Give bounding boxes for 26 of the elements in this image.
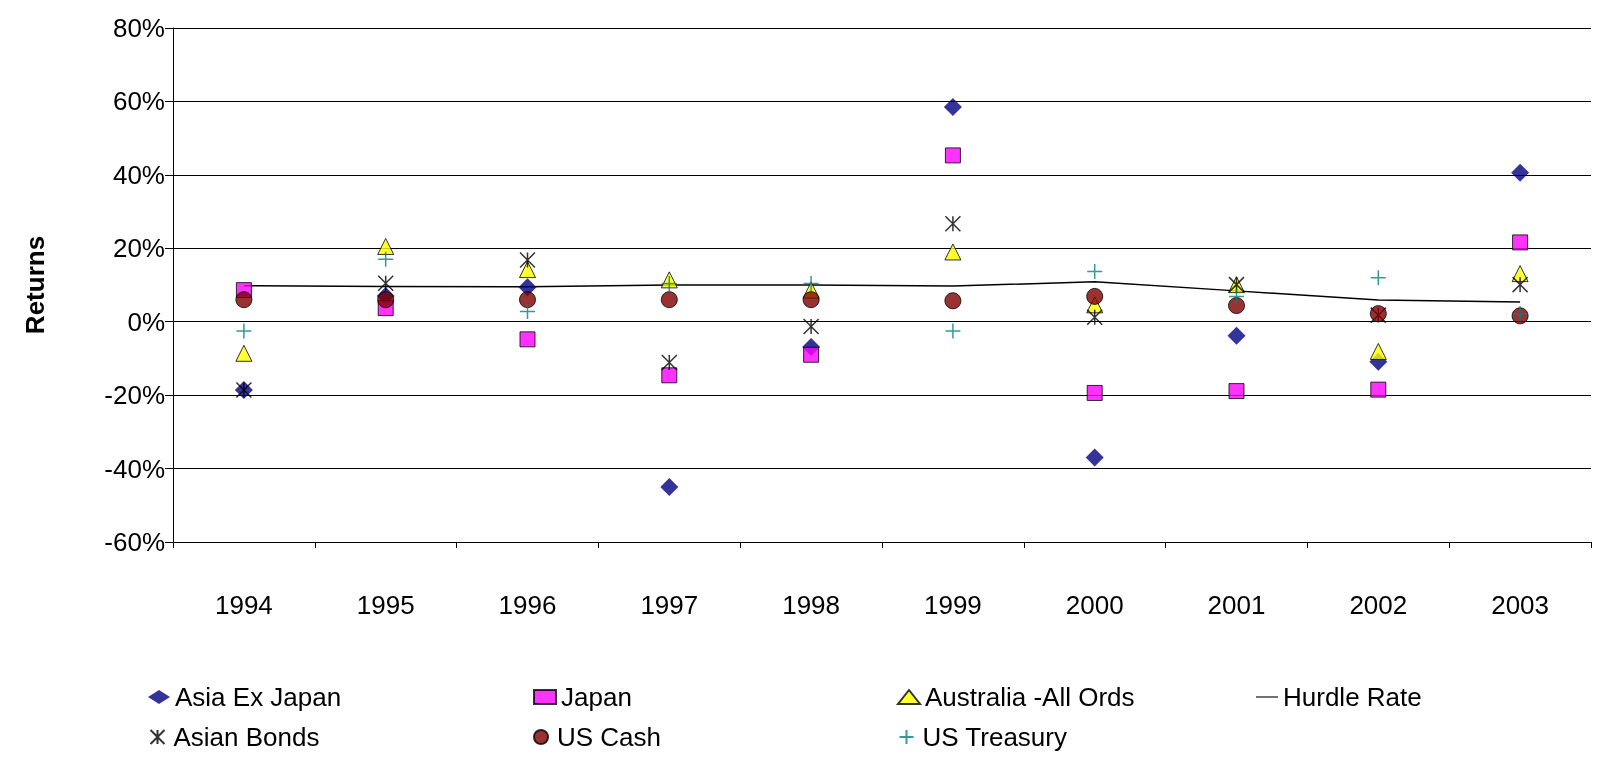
x-tick-label: 2000	[1065, 590, 1124, 620]
x-tick-label: 2002	[1349, 590, 1408, 620]
y-axis-title: Returns	[20, 235, 50, 335]
y-tick-label: -40%	[104, 453, 165, 484]
x-tick-label: 2001	[1207, 590, 1266, 620]
y-tick-label: 40%	[112, 159, 165, 190]
legend-label: Asia Ex Japan	[175, 682, 342, 712]
legend-label: US Cash	[557, 722, 662, 752]
y-tick-label: -20%	[104, 380, 165, 411]
legend-label: Japan	[561, 682, 632, 712]
y-tick-label: -60%	[104, 527, 165, 557]
x-tick-label: 2003	[1491, 590, 1550, 620]
y-tick-label: 0%	[127, 306, 165, 337]
x-tick-label: 1995	[356, 590, 415, 620]
legend-label: Asian Bonds	[173, 722, 320, 752]
x-tick-label: 1999	[923, 590, 982, 620]
x-tick-label: 1997	[640, 590, 699, 620]
legend-label: US Treasury	[922, 722, 1067, 752]
y-tick-label: 20%	[112, 233, 165, 264]
legend-label: Australia -All Ords	[925, 682, 1135, 712]
x-tick-label: 1994	[214, 590, 273, 620]
y-tick-label: 80%	[112, 13, 165, 43]
x-tick-label: 1998	[782, 590, 841, 620]
legend-label: Hurdle Rate	[1283, 682, 1422, 712]
x-tick-label: 1996	[498, 590, 557, 620]
y-tick-label: 60%	[112, 86, 165, 117]
